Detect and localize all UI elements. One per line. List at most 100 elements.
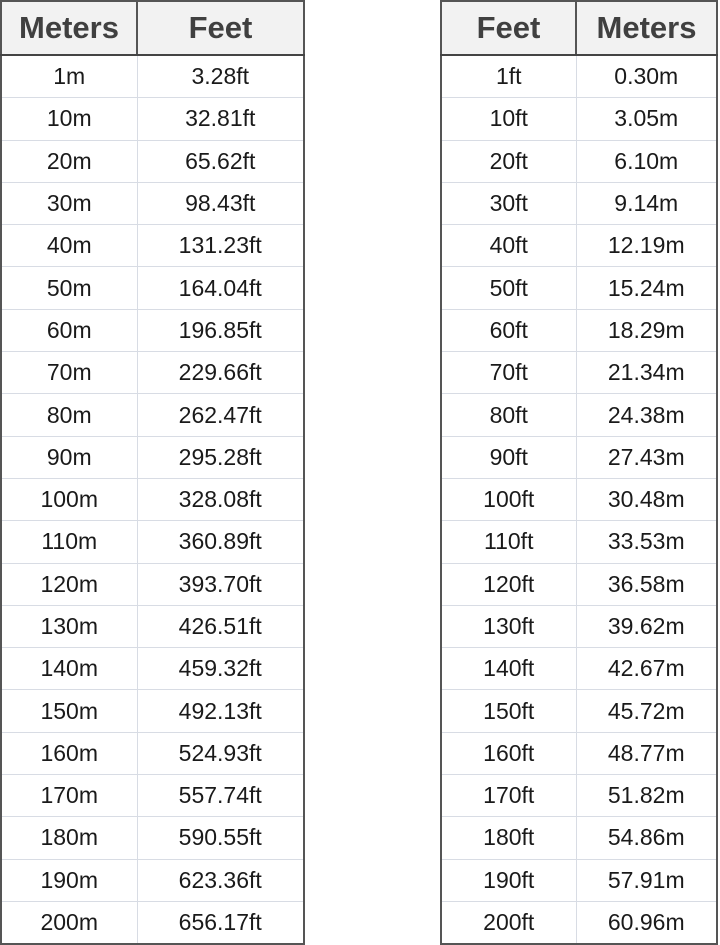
- converted-value-cell: 492.13ft: [137, 689, 304, 733]
- feet-to-meters-table: Feet Meters 1ft 0.30m 10ft 3.05m 20ft 6.10m 30…: [440, 0, 718, 945]
- table-row: 1ft 0.30m: [441, 54, 717, 98]
- table-row: 100ft 30.48m: [441, 477, 717, 521]
- source-value-cell: 110ft: [441, 520, 577, 564]
- table-row: 20ft 6.10m: [441, 139, 717, 183]
- table-row: 180ft 54.86m: [441, 816, 717, 860]
- source-value-cell: 40ft: [441, 224, 577, 267]
- table-row: 160m 524.93ft: [1, 731, 304, 775]
- source-value-cell: 150ft: [441, 689, 577, 733]
- source-value-cell: 180m: [1, 816, 138, 860]
- table-row: 10ft 3.05m: [441, 97, 717, 141]
- table-row: 90ft 27.43m: [441, 435, 717, 479]
- converted-value-cell: 459.32ft: [137, 647, 304, 690]
- table-row: 140m 459.32ft: [1, 647, 304, 690]
- source-value-cell: 90m: [1, 435, 138, 479]
- source-value-cell: 130m: [1, 604, 138, 648]
- source-value-cell: 60m: [1, 308, 138, 352]
- table-row: 180m 590.55ft: [1, 816, 304, 860]
- source-value-cell: 160m: [1, 731, 138, 775]
- source-value-cell: 200ft: [441, 900, 577, 945]
- converted-value-cell: 393.70ft: [137, 562, 304, 606]
- table-row: 80m 262.47ft: [1, 393, 304, 437]
- table-row: 50m 164.04ft: [1, 266, 304, 310]
- header-row: Feet Meters: [441, 1, 717, 56]
- source-value-cell: 110m: [1, 520, 138, 564]
- converted-value-cell: 57.91m: [576, 858, 717, 902]
- table-row: 150ft 45.72m: [441, 689, 717, 733]
- source-value-cell: 140ft: [441, 647, 577, 690]
- source-value-cell: 190ft: [441, 858, 577, 902]
- converted-value-cell: 590.55ft: [137, 816, 304, 860]
- converted-value-cell: 328.08ft: [137, 477, 304, 521]
- source-value-cell: 80ft: [441, 393, 577, 437]
- table-row: 200m 656.17ft: [1, 900, 304, 945]
- header-row: Meters Feet: [1, 1, 304, 56]
- table-row: 120m 393.70ft: [1, 562, 304, 606]
- converted-value-cell: 42.67m: [576, 647, 717, 690]
- source-value-cell: 20m: [1, 139, 138, 183]
- converted-value-cell: 262.47ft: [137, 393, 304, 437]
- table-row: 170ft 51.82m: [441, 774, 717, 817]
- table-row: 10m 32.81ft: [1, 97, 304, 141]
- converted-value-cell: 196.85ft: [137, 308, 304, 352]
- converted-value-cell: 229.66ft: [137, 351, 304, 394]
- table-row: 130m 426.51ft: [1, 604, 304, 648]
- source-value-cell: 90ft: [441, 435, 577, 479]
- table-row: 190ft 57.91m: [441, 858, 717, 902]
- converted-value-cell: 656.17ft: [137, 900, 304, 945]
- source-value-cell: 40m: [1, 224, 138, 267]
- converted-value-cell: 524.93ft: [137, 731, 304, 775]
- table-row: 30m 98.43ft: [1, 181, 304, 225]
- source-value-cell: 140m: [1, 647, 138, 690]
- table-row: 20m 65.62ft: [1, 139, 304, 183]
- converted-value-cell: 6.10m: [576, 139, 717, 183]
- source-value-cell: 150m: [1, 689, 138, 733]
- converted-value-cell: 12.19m: [576, 224, 717, 267]
- column-header-feet: Feet: [137, 1, 304, 56]
- table-row: 100m 328.08ft: [1, 477, 304, 521]
- source-value-cell: 120m: [1, 562, 138, 606]
- converted-value-cell: 30.48m: [576, 477, 717, 521]
- source-value-cell: 1ft: [441, 54, 577, 98]
- table-row: 130ft 39.62m: [441, 604, 717, 648]
- source-value-cell: 50ft: [441, 266, 577, 310]
- converted-value-cell: 54.86m: [576, 816, 717, 860]
- converted-value-cell: 557.74ft: [137, 774, 304, 817]
- source-value-cell: 70m: [1, 351, 138, 394]
- converted-value-cell: 623.36ft: [137, 858, 304, 902]
- table-row: 70ft 21.34m: [441, 351, 717, 394]
- source-value-cell: 100m: [1, 477, 138, 521]
- table-row: 80ft 24.38m: [441, 393, 717, 437]
- meters-to-feet-table: Meters Feet 1m 3.28ft 10m 32.81ft 20m 65.62ft…: [0, 0, 305, 945]
- table-row: 140ft 42.67m: [441, 647, 717, 690]
- source-value-cell: 120ft: [441, 562, 577, 606]
- column-header-meters: Meters: [576, 1, 717, 56]
- converted-value-cell: 0.30m: [576, 54, 717, 98]
- converted-value-cell: 360.89ft: [137, 520, 304, 564]
- table-row: 160ft 48.77m: [441, 731, 717, 775]
- source-value-cell: 30ft: [441, 181, 577, 225]
- converted-value-cell: 15.24m: [576, 266, 717, 310]
- source-value-cell: 130ft: [441, 604, 577, 648]
- converted-value-cell: 3.05m: [576, 97, 717, 141]
- source-value-cell: 160ft: [441, 731, 577, 775]
- source-value-cell: 10m: [1, 97, 138, 141]
- table-row: 200ft 60.96m: [441, 900, 717, 945]
- table-row: 60m 196.85ft: [1, 308, 304, 352]
- source-value-cell: 70ft: [441, 351, 577, 394]
- converted-value-cell: 48.77m: [576, 731, 717, 775]
- source-value-cell: 170m: [1, 774, 138, 817]
- source-value-cell: 60ft: [441, 308, 577, 352]
- table-row: 170m 557.74ft: [1, 774, 304, 817]
- converted-value-cell: 21.34m: [576, 351, 717, 394]
- converted-value-cell: 33.53m: [576, 520, 717, 564]
- converted-value-cell: 65.62ft: [137, 139, 304, 183]
- source-value-cell: 100ft: [441, 477, 577, 521]
- converted-value-cell: 51.82m: [576, 774, 717, 817]
- converted-value-cell: 36.58m: [576, 562, 717, 606]
- table-row: 1m 3.28ft: [1, 54, 304, 98]
- converted-value-cell: 426.51ft: [137, 604, 304, 648]
- table-row: 30ft 9.14m: [441, 181, 717, 225]
- converted-value-cell: 9.14m: [576, 181, 717, 225]
- table-row: 40m 131.23ft: [1, 224, 304, 267]
